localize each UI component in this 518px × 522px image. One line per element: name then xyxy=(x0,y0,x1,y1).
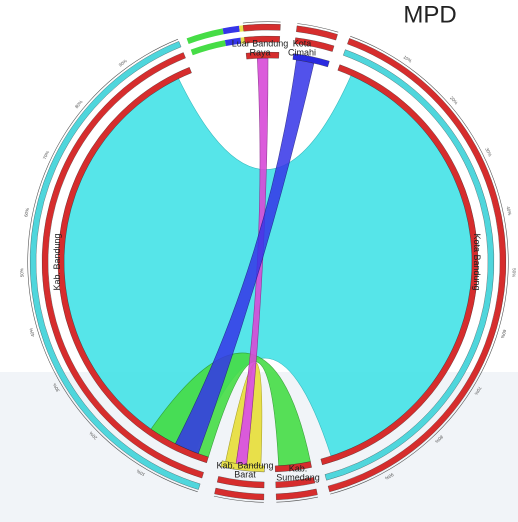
node-label-line: Sumedang xyxy=(276,473,320,483)
ring-strip xyxy=(224,37,242,47)
node-label: Luar Bandung Raya xyxy=(232,39,289,58)
node-label: Kab. Bandung Barat xyxy=(216,461,273,480)
node-label-line: Raya xyxy=(249,48,270,58)
tick-label: 10% xyxy=(136,468,146,477)
tick-label: 40% xyxy=(28,327,35,337)
tick-label: 80% xyxy=(74,99,84,109)
tick-label: 20% xyxy=(449,95,459,105)
tick-label: 90% xyxy=(384,472,394,481)
node-ring xyxy=(296,25,338,41)
node-ring xyxy=(294,37,335,52)
node-ring xyxy=(242,23,281,32)
node-label-line: Kota Bandung xyxy=(472,233,482,290)
node-ring xyxy=(214,487,265,501)
tick-label: 10% xyxy=(402,54,412,63)
tick-label: 50% xyxy=(511,268,516,277)
title: MPD xyxy=(403,1,456,28)
node-arc xyxy=(274,461,312,473)
node-arc xyxy=(320,64,479,466)
node-label-line: Kab. Bandung xyxy=(216,461,273,471)
axis-arc xyxy=(297,23,339,33)
tick-label: 30% xyxy=(52,383,61,393)
axis-arc xyxy=(213,495,264,503)
node-arc xyxy=(245,51,280,60)
node-label: Kab. Bandung xyxy=(52,233,62,290)
tick-label: 80% xyxy=(434,434,444,444)
node-label-line: Barat xyxy=(234,470,256,480)
node-ring xyxy=(244,35,280,44)
tick-label: 60% xyxy=(23,208,30,218)
node-ring xyxy=(41,52,204,479)
node-label-line: Luar Bandung xyxy=(232,39,289,49)
node-ring xyxy=(275,488,318,501)
tick-label: 50% xyxy=(19,268,24,277)
node-ring xyxy=(324,49,495,481)
axis-arc xyxy=(242,21,281,24)
node-ring xyxy=(275,477,316,489)
ring-strip xyxy=(190,40,227,56)
tick-label: 90% xyxy=(118,58,128,67)
node-label-line: Cimahi xyxy=(288,48,316,58)
node-label-line: Kab. Bandung xyxy=(52,233,62,290)
node-label: Kota Cimahi xyxy=(288,39,316,58)
tick-label: 20% xyxy=(88,431,98,441)
tick-label: 70% xyxy=(474,386,483,396)
tick-label: 60% xyxy=(500,329,507,339)
node-ring xyxy=(216,476,265,489)
tick-label: 40% xyxy=(506,206,513,216)
node-ring xyxy=(29,41,201,490)
node-ring xyxy=(327,38,507,493)
ring-strip xyxy=(186,28,224,44)
axis-arc xyxy=(276,496,319,503)
node-arc xyxy=(220,460,265,473)
tick-label: 70% xyxy=(42,150,50,160)
ring-strip xyxy=(222,25,240,35)
node-arc xyxy=(292,53,330,68)
node-label: Kota Bandung xyxy=(472,233,482,290)
node-label: Kab. Sumedang xyxy=(276,464,320,483)
node-label-line: Kota xyxy=(293,39,312,49)
node-label-line: Kab. xyxy=(289,464,308,474)
tick-label: 30% xyxy=(484,147,492,157)
